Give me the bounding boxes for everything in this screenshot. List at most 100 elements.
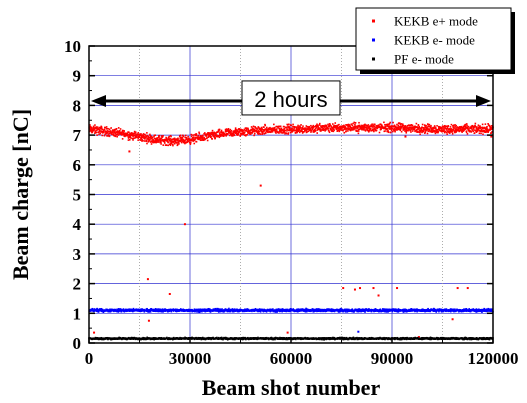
data-point xyxy=(353,121,356,124)
data-point xyxy=(237,134,240,136)
data-point xyxy=(134,134,136,137)
data-point xyxy=(343,128,345,131)
data-point xyxy=(458,129,460,131)
data-point xyxy=(364,123,366,126)
data-point xyxy=(185,138,188,141)
data-point xyxy=(485,128,487,130)
data-point xyxy=(294,132,297,134)
data-point xyxy=(487,308,490,311)
data-point xyxy=(323,310,325,313)
data-points xyxy=(88,121,494,341)
data-point xyxy=(319,127,321,130)
data-point xyxy=(107,127,109,130)
data-point xyxy=(367,129,369,132)
data-point xyxy=(431,128,433,130)
data-point xyxy=(335,126,338,129)
data-point xyxy=(128,135,130,137)
data-point xyxy=(112,129,115,131)
data-point xyxy=(137,139,139,141)
data-point xyxy=(155,138,157,140)
data-point xyxy=(419,310,422,312)
data-point xyxy=(239,310,241,312)
data-point xyxy=(129,308,131,311)
data-point xyxy=(454,129,457,132)
data-point xyxy=(451,132,454,135)
data-point xyxy=(409,129,412,131)
data-point xyxy=(352,128,354,130)
data-point xyxy=(105,130,107,133)
data-point xyxy=(389,121,392,124)
data-point xyxy=(196,136,199,138)
data-point xyxy=(295,129,298,131)
data-point xyxy=(443,130,446,132)
data-point xyxy=(344,126,347,128)
data-point xyxy=(388,124,390,126)
data-point xyxy=(436,125,438,127)
data-point xyxy=(179,140,182,143)
data-point xyxy=(270,130,272,133)
data-point xyxy=(338,123,340,126)
data-point xyxy=(275,132,277,134)
outlier-point xyxy=(147,319,150,322)
data-point xyxy=(202,136,204,138)
data-point xyxy=(100,131,103,133)
data-point xyxy=(179,134,182,137)
data-point xyxy=(113,131,116,134)
data-point xyxy=(414,130,416,133)
data-point xyxy=(131,133,134,136)
data-point xyxy=(301,126,303,129)
data-point xyxy=(407,128,410,131)
data-point xyxy=(342,125,345,128)
data-point xyxy=(170,310,173,313)
data-point xyxy=(246,130,249,133)
data-point xyxy=(369,127,372,130)
data-point xyxy=(116,130,119,132)
data-point xyxy=(337,308,339,311)
data-point xyxy=(312,130,315,132)
data-point xyxy=(340,125,342,128)
data-point xyxy=(273,126,276,129)
data-point xyxy=(318,128,321,131)
data-point xyxy=(103,131,105,134)
data-point xyxy=(323,125,326,128)
data-point xyxy=(435,130,437,133)
data-point xyxy=(390,309,393,311)
data-point xyxy=(435,311,438,313)
data-point xyxy=(101,308,104,311)
data-point xyxy=(338,311,341,313)
data-point xyxy=(98,128,101,131)
data-point xyxy=(314,130,317,132)
data-point xyxy=(105,132,108,135)
data-point xyxy=(156,138,159,140)
data-point xyxy=(286,308,288,311)
series-2 xyxy=(88,307,494,333)
data-point xyxy=(152,141,155,144)
data-point xyxy=(211,138,213,140)
data-point xyxy=(98,129,101,132)
data-point xyxy=(360,125,362,128)
data-point xyxy=(333,129,335,132)
data-point xyxy=(445,308,448,311)
data-point xyxy=(234,129,236,132)
data-point xyxy=(490,127,492,129)
data-point xyxy=(452,124,454,127)
data-point xyxy=(285,126,288,129)
data-point xyxy=(141,308,143,310)
data-point xyxy=(332,128,335,131)
data-point xyxy=(229,132,232,134)
data-point xyxy=(472,126,474,128)
data-point xyxy=(161,136,164,138)
data-point xyxy=(419,309,422,311)
data-point xyxy=(136,134,139,136)
outlier-point xyxy=(490,135,493,138)
data-point xyxy=(93,126,95,128)
data-point xyxy=(471,127,473,130)
data-point xyxy=(201,310,203,313)
data-point xyxy=(396,127,399,129)
data-point xyxy=(389,131,392,134)
data-point xyxy=(440,308,443,311)
data-point xyxy=(329,127,332,130)
data-point xyxy=(100,307,103,310)
data-point xyxy=(163,141,166,143)
data-point xyxy=(180,136,182,139)
